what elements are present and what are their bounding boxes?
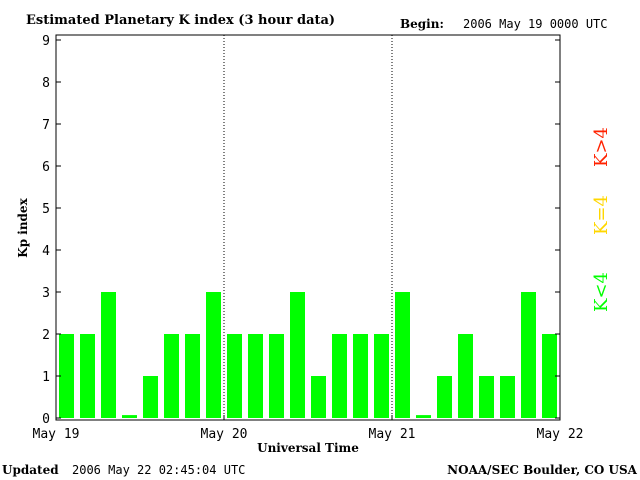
kp-bar [164, 334, 179, 418]
kp-bar [143, 376, 158, 418]
kp-bar [437, 376, 452, 418]
y-axis-label: Kp index [16, 197, 30, 257]
y-tick-label: 0 [42, 412, 50, 427]
y-tick-label: 3 [42, 286, 50, 301]
y-tick-label: 4 [42, 244, 50, 259]
kp-bar [374, 334, 389, 418]
y-tick-label: 2 [42, 328, 50, 343]
x-tick-label: May 20 [201, 427, 248, 442]
kp-bar [206, 292, 221, 418]
y-tick-label: 1 [42, 370, 50, 385]
y-tick-label: 7 [42, 118, 50, 133]
kp-bar [353, 334, 368, 418]
kp-bar [227, 334, 242, 418]
chart-title: Estimated Planetary K index (3 hour data… [26, 13, 335, 28]
source-credit: NOAA/SEC Boulder, CO USA [447, 463, 638, 477]
updated-label: Updated [2, 463, 59, 477]
y-tick-label: 6 [42, 160, 50, 175]
legend-k-above-4: K>4 [591, 127, 612, 167]
kp-bar [59, 334, 74, 418]
kp-bar [122, 415, 137, 418]
y-axis-ticks: 0 1 2 3 4 5 6 7 8 9 [42, 34, 560, 427]
kp-bar [458, 334, 473, 418]
begin-label: Begin: [400, 17, 444, 31]
kp-bar [542, 334, 557, 418]
kp-bar [521, 292, 536, 418]
legend-k-equals-4: K=4 [591, 195, 612, 235]
kp-bar [500, 376, 515, 418]
kp-bar [332, 334, 347, 418]
bars-group [59, 292, 557, 418]
y-tick-label: 9 [42, 34, 50, 49]
kp-bar [248, 334, 263, 418]
updated-value: 2006 May 22 02:45:04 UTC [72, 463, 245, 477]
x-axis-ticks: May 19 May 20 May 21 May 22 [33, 415, 584, 442]
kp-bar [101, 292, 116, 418]
kp-bar [395, 292, 410, 418]
day-separators [223, 35, 393, 420]
y-tick-label: 8 [42, 76, 50, 91]
x-axis-label: Universal Time [257, 441, 359, 455]
x-tick-label: May 21 [369, 427, 416, 442]
legend-k-below-4: K<4 [591, 272, 612, 312]
plot-frame [55, 34, 561, 421]
kp-bar [311, 376, 326, 418]
kp-bar [80, 334, 95, 418]
kp-bar [479, 376, 494, 418]
kp-bar [185, 334, 200, 418]
y-tick-label: 5 [42, 202, 50, 217]
x-tick-label: May 22 [537, 427, 584, 442]
kp-bar [416, 415, 431, 418]
kp-bar [269, 334, 284, 418]
begin-value: 2006 May 19 0000 UTC [463, 17, 608, 31]
x-tick-label: May 19 [33, 427, 80, 442]
kp-bar [290, 292, 305, 418]
